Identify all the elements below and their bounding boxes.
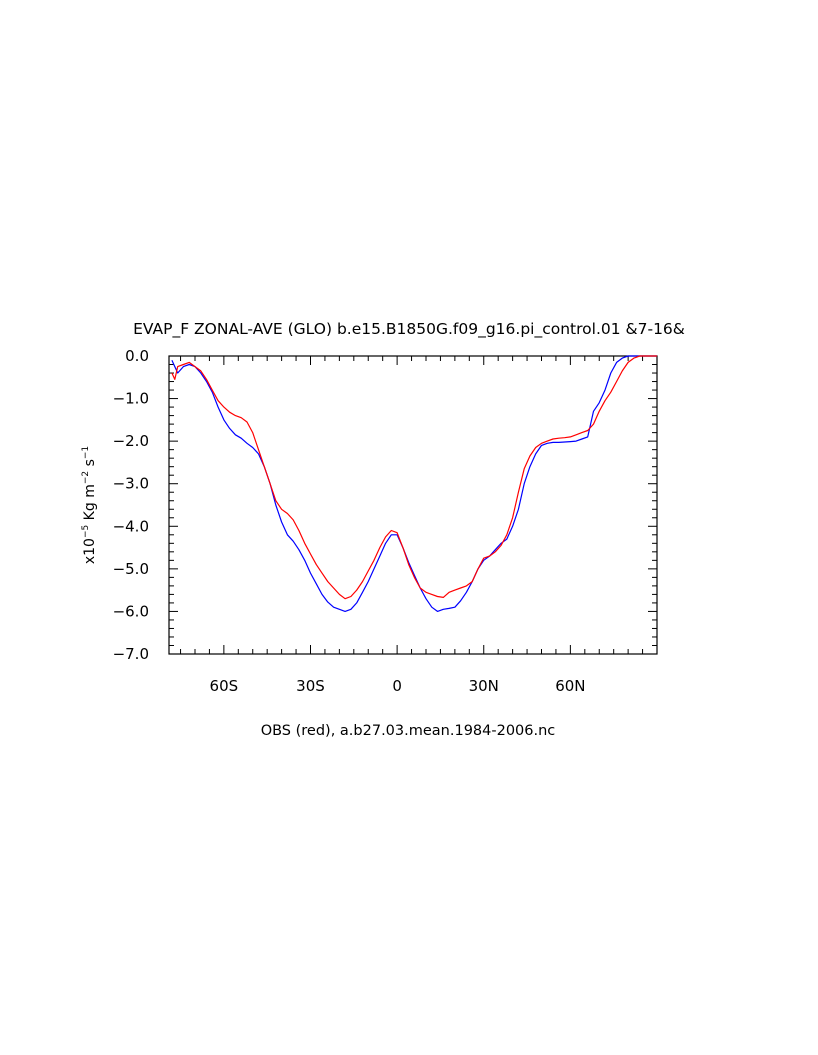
y-tick-label: −2.0 <box>113 432 149 450</box>
y-label-part-e: s <box>82 459 98 471</box>
x-tick-label: 0 <box>392 677 402 695</box>
x-tick-label: 30N <box>469 677 499 695</box>
plot-border <box>168 355 658 655</box>
y-label-part-a: x10 <box>82 538 98 564</box>
y-tick-label: −1.0 <box>113 390 149 408</box>
plot-frame <box>168 355 658 655</box>
x-tick-labels: 60S 30S 0 30N 60N <box>210 677 586 695</box>
y-tick-label: 0.0 <box>125 347 149 365</box>
x-tick-label: 60S <box>210 677 239 695</box>
y-label-part-c: Kg m <box>82 484 98 525</box>
axis-ticks <box>169 355 657 655</box>
y-label-exp-3: −1 <box>81 446 91 459</box>
x-tick-label: 30S <box>296 677 325 695</box>
series-line-2 <box>171 355 657 600</box>
series-line-1 <box>171 355 657 612</box>
y-tick-labels: 0.0 −1.0 −2.0 −3.0 −4.0 −5.0 −6.0 −7.0 <box>113 347 149 663</box>
x-axis-label: OBS (red), a.b27.03.mean.1984-2006.nc <box>261 723 556 739</box>
y-label-exp-2: −2 <box>81 471 91 484</box>
y-tick-label: −6.0 <box>113 602 149 620</box>
y-tick-label: −7.0 <box>113 645 149 663</box>
y-axis-label: x10−5 Kg m−2 s−1 <box>81 446 98 564</box>
y-label-exp-1: −5 <box>81 525 91 538</box>
y-tick-label: −4.0 <box>113 517 149 535</box>
y-tick-label: −5.0 <box>113 560 149 578</box>
x-tick-label: 60N <box>555 677 585 695</box>
series-group <box>171 355 657 612</box>
chart-title: EVAP_F ZONAL-AVE (GLO) b.e15.B1850G.f09_… <box>133 320 685 339</box>
y-tick-label: −3.0 <box>113 475 149 493</box>
